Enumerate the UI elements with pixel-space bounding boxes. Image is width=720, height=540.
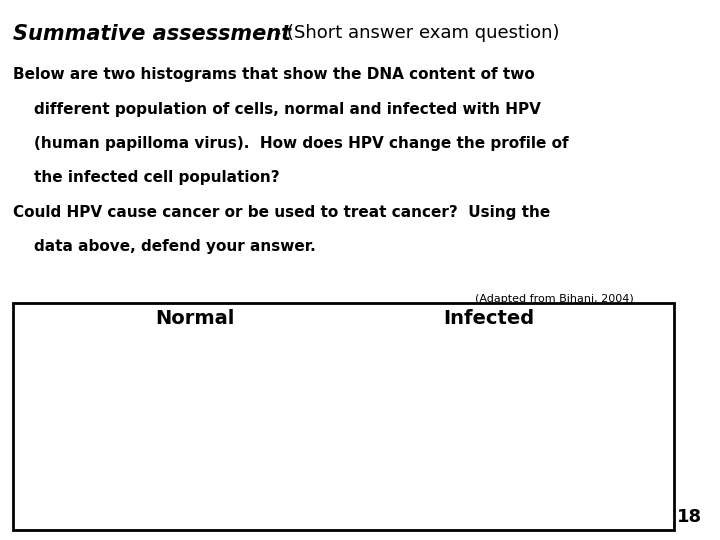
Y-axis label: # Cells: # Cells [386, 390, 401, 449]
Y-axis label: # Cells: # Cells [55, 390, 70, 449]
Text: Could HPV cause cancer or be used to treat cancer?  Using the: Could HPV cause cancer or be used to tre… [13, 205, 550, 220]
Text: (human papilloma virus).  How does HPV change the profile of: (human papilloma virus). How does HPV ch… [13, 136, 569, 151]
Text: - (Short answer exam question): - (Short answer exam question) [269, 24, 559, 42]
Text: data above, defend your answer.: data above, defend your answer. [13, 239, 315, 254]
Text: the infected cell population?: the infected cell population? [13, 170, 279, 185]
Text: (Adapted from Bihani, 2004): (Adapted from Bihani, 2004) [475, 294, 634, 305]
Text: 18: 18 [677, 509, 702, 526]
X-axis label: Amount of DNA: Amount of DNA [448, 510, 603, 528]
Text: different population of cells, normal and infected with HPV: different population of cells, normal an… [13, 102, 541, 117]
Text: Normal: Normal [155, 309, 235, 328]
X-axis label: Amount of DNA: Amount of DNA [117, 510, 272, 528]
Text: Summative assessment: Summative assessment [13, 24, 291, 44]
Text: Infected: Infected [444, 309, 534, 328]
Text: Below are two histograms that show the DNA content of two: Below are two histograms that show the D… [13, 68, 535, 83]
